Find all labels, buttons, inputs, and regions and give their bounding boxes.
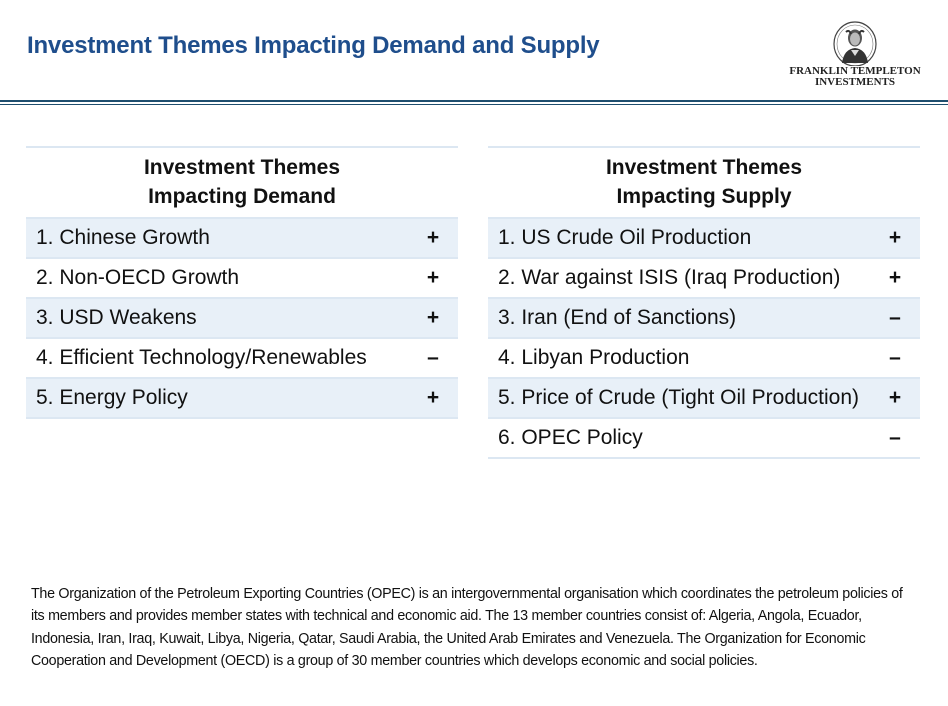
supply-table-header: Investment Themes Impacting Supply [488, 146, 920, 219]
theme-label: 5. Price of Crude (Tight Oil Production) [488, 378, 874, 419]
impact-sign: + [874, 258, 920, 299]
impact-sign: – [874, 298, 920, 339]
impact-sign: + [874, 218, 920, 259]
impact-sign: + [412, 298, 458, 339]
table-row: 2. Non-OECD Growth + [26, 258, 458, 299]
impact-sign: – [874, 338, 920, 379]
impact-sign: + [412, 218, 458, 259]
logo-line-2: INVESTMENTS [814, 76, 896, 88]
table-header-row: Investment Themes Impacting Demand [26, 146, 458, 219]
theme-label: 2. War against ISIS (Iraq Production) [488, 258, 874, 299]
theme-label: 4. Libyan Production [488, 338, 874, 379]
table-row: 5. Energy Policy + [26, 378, 458, 419]
table-header-row: Investment Themes Impacting Supply [488, 146, 920, 219]
slide-title: Investment Themes Impacting Demand and S… [27, 32, 600, 59]
theme-label: 3. USD Weakens [26, 298, 412, 339]
supply-header-line-2: Impacting Supply [616, 185, 792, 208]
theme-label: 2. Non-OECD Growth [26, 258, 412, 299]
theme-label: 3. Iran (End of Sanctions) [488, 298, 874, 339]
demand-table-header: Investment Themes Impacting Demand [26, 146, 458, 219]
demand-header-line-1: Investment Themes [143, 156, 341, 179]
benjamin-franklin-portrait-icon [833, 21, 877, 66]
impact-sign: + [412, 258, 458, 299]
supply-header-line-1: Investment Themes [605, 156, 803, 179]
header-divider-thin [0, 104, 948, 105]
theme-label: 4. Efficient Technology/Renewables [26, 338, 412, 379]
logo-line-1: FRANKLIN TEMPLETON [789, 65, 921, 77]
demand-themes-table: Investment Themes Impacting Demand 1. Ch… [26, 146, 458, 419]
company-logo: FRANKLIN TEMPLETON INVESTMENTS [780, 20, 930, 90]
table-row: 3. USD Weakens + [26, 298, 458, 339]
impact-sign: – [874, 418, 920, 459]
table-row: 6. OPEC Policy – [488, 418, 920, 459]
theme-label: 1. Chinese Growth [26, 218, 412, 259]
table-row: 1. US Crude Oil Production + [488, 218, 920, 259]
table-row: 5. Price of Crude (Tight Oil Production)… [488, 378, 920, 419]
demand-header-line-2: Impacting Demand [148, 185, 336, 208]
table-row: 2. War against ISIS (Iraq Production) + [488, 258, 920, 299]
impact-sign: + [412, 378, 458, 419]
theme-label: 5. Energy Policy [26, 378, 412, 419]
opec-oecd-footnote: The Organization of the Petroleum Export… [31, 586, 903, 670]
header-divider [0, 100, 948, 102]
impact-sign: + [874, 378, 920, 419]
table-row: 1. Chinese Growth + [26, 218, 458, 259]
theme-label: 6. OPEC Policy [488, 418, 874, 459]
theme-label: 1. US Crude Oil Production [488, 218, 874, 259]
table-row: 4. Libyan Production – [488, 338, 920, 379]
impact-sign: – [412, 338, 458, 379]
table-row: 3. Iran (End of Sanctions) – [488, 298, 920, 339]
supply-themes-table: Investment Themes Impacting Supply 1. US… [488, 146, 920, 459]
table-row: 4. Efficient Technology/Renewables – [26, 338, 458, 379]
